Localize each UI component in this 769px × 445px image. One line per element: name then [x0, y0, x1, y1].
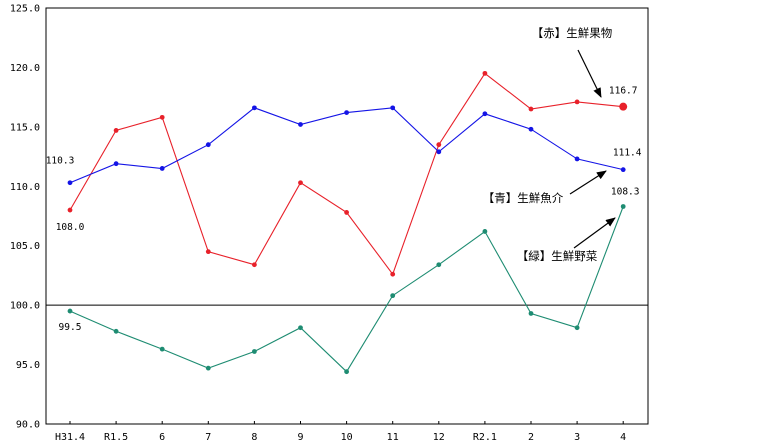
data-point-fruit: [482, 70, 488, 76]
data-point-fish: [436, 149, 442, 155]
annotation-label: 【緑】生鮮野菜: [517, 249, 598, 263]
data-point-veg: [159, 346, 165, 352]
data-point-fruit: [619, 102, 628, 111]
annotation-label: 【青】生鮮魚介: [483, 191, 564, 205]
annotation-fruit: 【赤】生鮮果物: [532, 26, 613, 98]
data-point-fruit: [574, 99, 580, 105]
annotation-arrow: [573, 217, 616, 249]
data-label: 108.0: [56, 222, 85, 233]
plot-area: [45, 7, 649, 425]
y-tick-label: 100.0: [10, 301, 40, 312]
x-tick-label: 9: [297, 432, 303, 443]
series-layer: [67, 70, 628, 375]
y-tick-label: 110.0: [10, 182, 40, 193]
annotations-layer: 【赤】生鮮果物【青】生鮮魚介【緑】生鮮野菜: [483, 26, 616, 263]
data-point-fruit: [390, 271, 396, 277]
data-point-veg: [298, 325, 303, 331]
data-point-veg: [436, 262, 442, 268]
data-point-fruit: [528, 106, 534, 112]
data-label: 99.5: [59, 322, 82, 333]
data-point-veg: [528, 311, 534, 316]
data-point-fish: [482, 111, 488, 117]
y-tick-label: 90.0: [16, 420, 40, 431]
data-point-fish: [390, 105, 396, 111]
x-tick-label: 3: [574, 432, 580, 443]
data-point-fruit: [113, 128, 119, 133]
series-fish: [67, 105, 626, 186]
data-point-fruit: [159, 114, 165, 120]
series-veg: [67, 204, 626, 375]
y-tick-label: 125.0: [10, 4, 40, 15]
data-point-fish: [159, 166, 165, 171]
x-tick-label: 12: [433, 432, 445, 443]
data-point-fish: [344, 110, 349, 115]
data-label: 111.4: [613, 148, 642, 159]
data-point-veg: [482, 229, 488, 234]
data-point-fruit: [252, 262, 257, 268]
annotation-arrow: [569, 170, 607, 195]
data-point-veg: [252, 349, 257, 354]
data-point-veg: [574, 325, 580, 331]
x-tick-label: 7: [205, 432, 211, 443]
data-point-veg: [205, 365, 211, 371]
x-tick-label: 10: [341, 432, 353, 443]
data-label: 110.3: [46, 156, 75, 167]
data-label: 108.3: [611, 186, 640, 197]
x-tick-label: 4: [620, 432, 626, 443]
x-tick-label: R2.1: [473, 432, 497, 443]
y-tick-label: 105.0: [10, 241, 40, 252]
data-point-veg: [344, 369, 349, 375]
data-point-veg: [390, 293, 396, 299]
data-point-fruit: [436, 142, 442, 148]
x-tick-label: R1.5: [104, 432, 128, 443]
y-axis: 125.0 120.0 115.0 110.0 105.0 100.0 95.0 90.0: [10, 4, 40, 431]
data-point-fruit: [298, 180, 303, 186]
annotation-fish: 【青】生鮮魚介: [483, 170, 607, 205]
data-point-fish: [620, 167, 626, 173]
annotation-arrow: [577, 49, 602, 98]
x-tick-label: 6: [159, 432, 165, 443]
series-fruit: [67, 70, 628, 277]
data-point-veg: [67, 308, 73, 314]
data-label: 116.7: [609, 86, 638, 97]
data-point-fruit: [205, 249, 211, 255]
data-point-fish: [113, 161, 119, 167]
data-point-fruit: [67, 207, 73, 213]
data-point-fish: [205, 142, 211, 148]
x-tick-label: H31.4: [55, 432, 85, 443]
data-point-fish: [67, 180, 73, 186]
data-point-fruit: [344, 210, 349, 215]
data-point-veg: [620, 204, 626, 209]
x-axis: H31.4 R1.5 6 7 8 9 10 11 12 R2.1 2 3 4: [55, 421, 626, 443]
x-tick-label: 8: [251, 432, 257, 443]
y-tick-label: 115.0: [10, 122, 40, 133]
data-point-fish: [528, 126, 534, 132]
y-tick-label: 120.0: [10, 63, 40, 74]
x-tick-label: 11: [387, 432, 399, 443]
data-labels-layer: 108.0 110.3 99.5 116.7 111.4 108.3: [46, 86, 642, 333]
data-point-fish: [252, 105, 257, 111]
y-tick-label: 95.0: [16, 360, 40, 371]
x-tick-label: 2: [528, 432, 534, 443]
data-point-fish: [574, 156, 580, 162]
annotation-label: 【赤】生鮮果物: [532, 26, 613, 40]
data-point-veg: [113, 328, 119, 334]
data-point-fish: [298, 122, 303, 127]
annotation-veg: 【緑】生鮮野菜: [517, 217, 616, 263]
